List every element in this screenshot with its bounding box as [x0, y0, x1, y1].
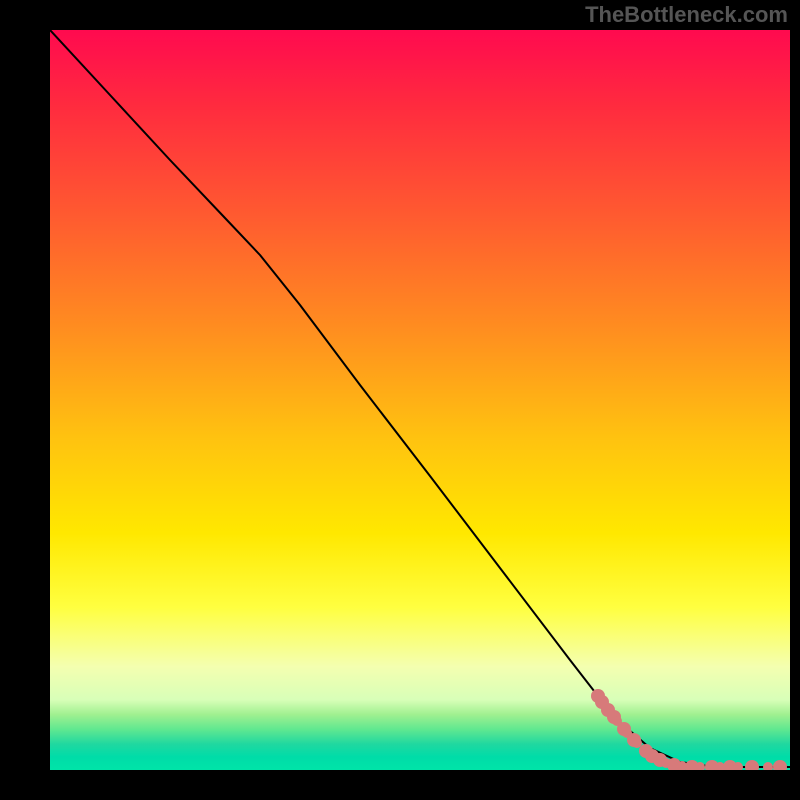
data-marker: [632, 738, 642, 748]
chart-svg: [0, 0, 800, 800]
watermark-text: TheBottleneck.com: [585, 2, 788, 28]
plot-background: [50, 30, 790, 770]
chart-root: TheBottleneck.com: [0, 0, 800, 800]
